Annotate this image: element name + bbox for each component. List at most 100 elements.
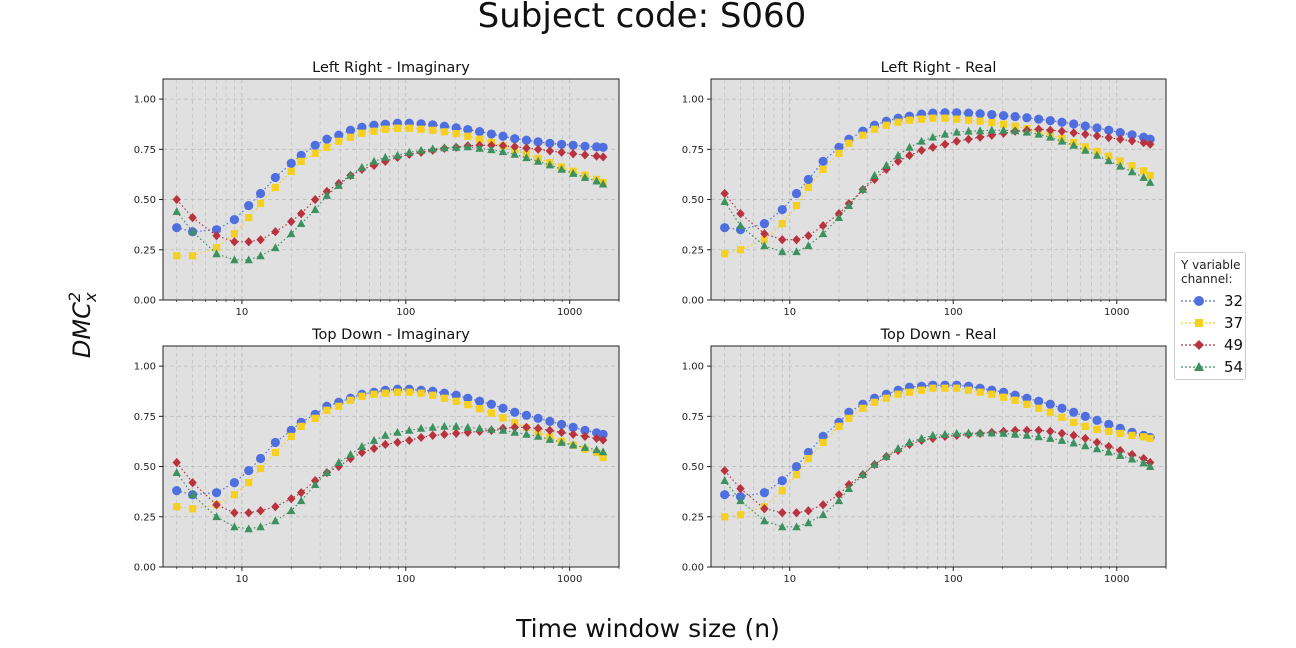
data-point-circle (568, 140, 578, 150)
data-point-triangle (172, 468, 181, 476)
data-point-diamond (172, 194, 181, 205)
data-point-square (429, 126, 437, 134)
data-point-triangle (416, 423, 426, 432)
data-point-circle (592, 142, 602, 152)
data-point-diamond (598, 435, 608, 445)
legend-label: 37 (1224, 314, 1244, 332)
plot-frame (710, 78, 1167, 301)
data-point-square (941, 384, 949, 392)
data-point-triangle (1022, 430, 1032, 439)
data-point-square (271, 448, 279, 457)
data-point-circle (1034, 114, 1044, 124)
y-tick-label: 0.75 (682, 412, 704, 423)
data-point-diamond (1116, 445, 1125, 456)
data-point-square (297, 422, 305, 430)
data-point-circle (486, 399, 497, 409)
data-point-diamond (416, 432, 426, 443)
data-point-diamond (1139, 138, 1148, 148)
data-point-square (487, 409, 496, 417)
data-point-circle (270, 172, 280, 183)
data-point-circle (598, 142, 608, 152)
data-point-triangle (463, 422, 472, 431)
data-point-triangle (346, 449, 355, 458)
data-point-triangle (172, 207, 181, 215)
data-point-triangle (858, 470, 868, 478)
data-point-square (230, 230, 239, 238)
data-point-diamond (188, 213, 197, 223)
data-point-diamond (545, 146, 555, 156)
x-tick-label: 10 (236, 574, 249, 585)
series-line (176, 425, 604, 530)
data-point-square (256, 464, 265, 473)
svg-text:DMC2x: DMC2x (65, 292, 100, 358)
data-point-triangle (522, 153, 531, 162)
panels: 0.00 0.25 0.50 0.75 1.00 10 100 1000 Left Right … (134, 60, 1167, 585)
data-point-circle (963, 108, 974, 118)
data-point-diamond (1034, 124, 1043, 134)
data-point-triangle (804, 241, 813, 250)
data-point-circle (545, 138, 555, 148)
data-point-diamond (580, 431, 590, 442)
data-point-triangle (440, 143, 449, 152)
plot-area (163, 346, 619, 567)
data-point-diamond (287, 217, 296, 227)
data-point-triangle (1116, 450, 1125, 459)
y-tick-label: 0.25 (134, 512, 156, 523)
data-point-square (464, 401, 472, 409)
data-point-diamond (818, 500, 828, 510)
data-point-square (1093, 425, 1101, 433)
data-point-triangle (334, 180, 343, 189)
data-point-triangle (188, 227, 197, 236)
data-point-triangle (522, 429, 531, 438)
data-point-square (894, 118, 902, 126)
data-point-triangle (357, 162, 367, 171)
data-point-square (429, 391, 437, 399)
data-point-circle (557, 419, 567, 429)
data-point-diamond (393, 437, 402, 448)
data-point-square (929, 114, 937, 122)
data-point-square (835, 149, 843, 157)
data-point-triangle (917, 433, 926, 442)
data-point-triangle (310, 480, 320, 489)
data-point-circle (510, 134, 520, 144)
series-37 (721, 384, 1154, 521)
panel-3: 0.00 0.25 0.50 0.75 1.00 10 100 1000 Top Down - … (134, 327, 620, 585)
plot-frame (162, 78, 620, 301)
series-54 (172, 421, 608, 533)
data-point-circle (1022, 113, 1032, 123)
data-point-triangle (230, 522, 239, 531)
data-point-circle (777, 476, 787, 486)
data-point-square (346, 396, 355, 404)
y-tick-label: 1.00 (134, 95, 156, 106)
data-point-square (599, 453, 607, 462)
data-point-square (323, 406, 331, 414)
data-point-square (370, 390, 378, 398)
data-point-square (1023, 400, 1031, 408)
data-point-square (845, 414, 853, 422)
data-point-circle (369, 120, 379, 130)
data-point-triangle (792, 247, 801, 256)
data-point-circle (818, 156, 828, 166)
panel-4: 0.00 0.25 0.50 0.75 1.00 10 100 1000 Top Down - … (682, 327, 1167, 585)
data-point-diamond (580, 150, 590, 160)
data-point-triangle (256, 522, 265, 531)
data-point-square (499, 414, 507, 422)
data-point-square (905, 116, 914, 124)
data-point-triangle (928, 132, 938, 141)
data-point-square (405, 124, 413, 132)
data-point-diamond (975, 132, 985, 142)
data-point-triangle (1046, 433, 1055, 442)
data-point-circle (244, 465, 254, 476)
data-point-diamond (952, 136, 961, 146)
x-tick-label: 10 (236, 307, 249, 318)
data-point-triangle (334, 458, 343, 466)
data-point-triangle (975, 428, 985, 437)
panel-title: Top Down - Real (880, 327, 997, 343)
data-point-diamond (271, 502, 280, 512)
data-point-square (736, 246, 745, 254)
data-point-square (212, 244, 221, 252)
data-point-diamond (1127, 449, 1137, 460)
data-point-diamond (592, 151, 601, 161)
data-point-diamond (940, 139, 950, 149)
data-point-circle (229, 215, 240, 225)
